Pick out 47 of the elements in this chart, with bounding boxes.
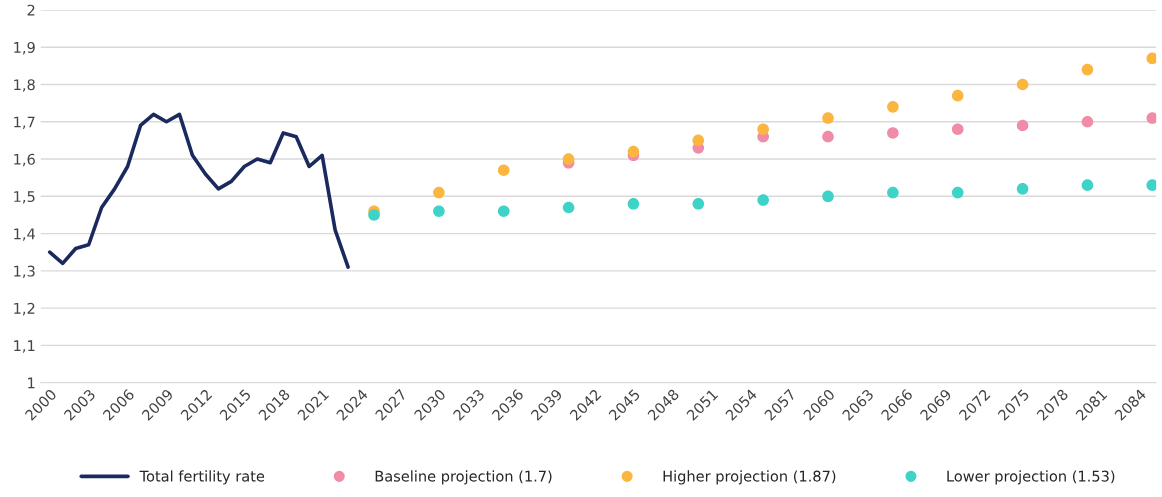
- point: [433, 205, 445, 218]
- point: [1146, 112, 1157, 124]
- y-tick-label: 1,8: [14, 79, 35, 92]
- point: [757, 123, 769, 136]
- point: [562, 153, 575, 165]
- point: [1081, 179, 1094, 191]
- y-tick-label: 1: [28, 377, 35, 389]
- point: [887, 127, 899, 139]
- point: [497, 164, 510, 177]
- y-tick-label: 1,9: [14, 41, 35, 55]
- point: [951, 186, 964, 199]
- y-tick-label: 1,4: [14, 228, 35, 241]
- point: [822, 130, 834, 143]
- legend-label: Lower projection (1.53): [947, 470, 1115, 485]
- legend-label: Higher projection (1.87): [663, 470, 836, 485]
- y-tick-label: 1,7: [14, 116, 35, 129]
- point: [822, 190, 834, 203]
- point: [1016, 183, 1029, 195]
- point: [1016, 78, 1029, 91]
- point: [627, 145, 640, 158]
- point: [692, 134, 705, 147]
- legend-label: Total fertility rate: [139, 470, 265, 485]
- legend-label: Baseline projection (1.7): [375, 470, 552, 485]
- point: [1146, 179, 1157, 191]
- point: [368, 209, 380, 221]
- point: [951, 89, 964, 102]
- point: [562, 201, 575, 214]
- point: [433, 186, 445, 199]
- point: [757, 194, 769, 206]
- point: [822, 112, 834, 124]
- y-tick-label: 1,2: [14, 302, 35, 316]
- point: [951, 123, 964, 136]
- line-series: [47, 112, 350, 269]
- point: [1081, 63, 1094, 76]
- point: [1146, 52, 1157, 65]
- y-tick-label: 1,5: [14, 191, 35, 204]
- point: [887, 101, 899, 113]
- y-tick-label: 1,3: [14, 265, 35, 279]
- point: [627, 197, 640, 210]
- point: [692, 197, 705, 210]
- point: [1081, 115, 1094, 128]
- y-tick-label: 2: [27, 4, 35, 16]
- y-tick-label: 1,6: [14, 153, 35, 167]
- y-tick-label: 1,1: [14, 340, 35, 353]
- point: [497, 205, 510, 218]
- point: [1016, 119, 1029, 132]
- point: [887, 186, 899, 199]
